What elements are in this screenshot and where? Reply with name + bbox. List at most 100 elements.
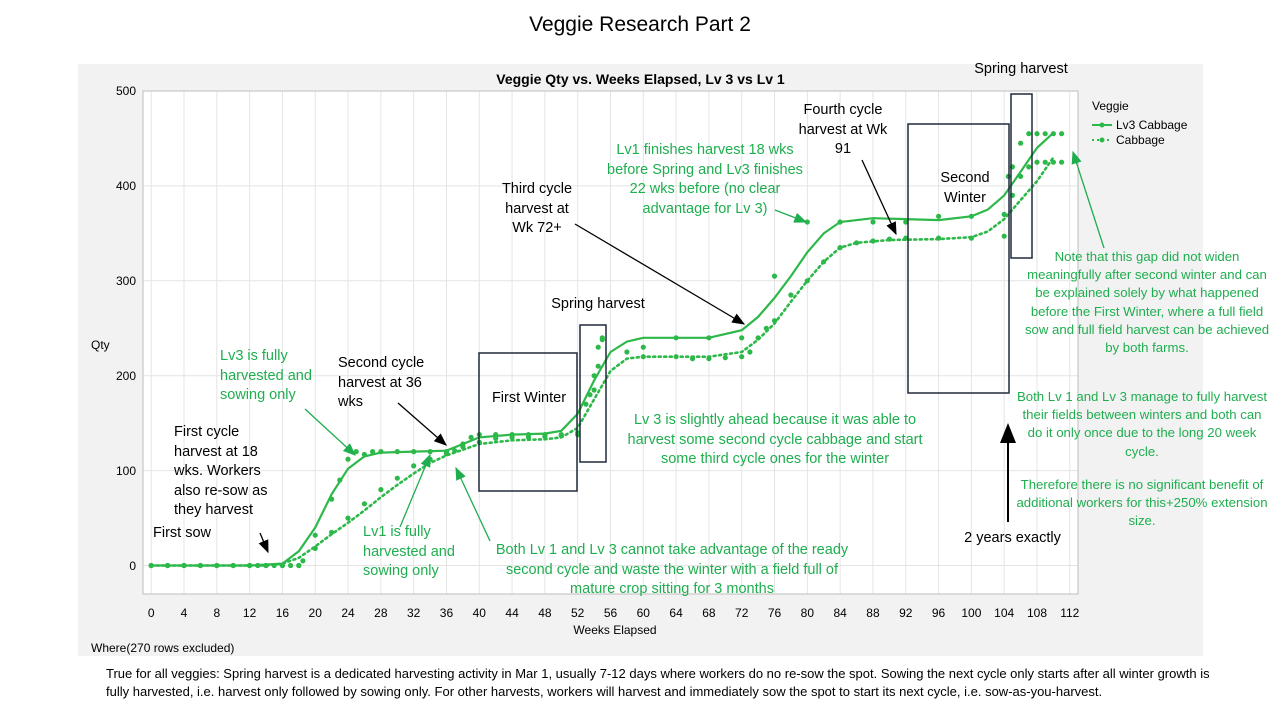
spring-harvest-box-2 bbox=[1010, 93, 1033, 259]
first-winter-box bbox=[478, 352, 578, 492]
data-point-cabbage bbox=[247, 562, 253, 569]
data-point-cabbage bbox=[214, 562, 220, 569]
x-tick-label: 56 bbox=[603, 606, 618, 620]
data-point-lv3-cabbage bbox=[595, 363, 601, 369]
data-point-cabbage bbox=[411, 463, 417, 469]
series-line-lv3-cabbage bbox=[151, 131, 1055, 567]
data-point-lv3-cabbage bbox=[468, 434, 474, 440]
annotation-both-cannot: Both Lv 1 and Lv 3 cannot take advantage… bbox=[495, 542, 849, 597]
data-point-cabbage bbox=[595, 344, 601, 350]
x-tick-label: 104 bbox=[994, 606, 1015, 620]
data-point-cabbage bbox=[1034, 159, 1040, 165]
legend-swatch-solid bbox=[1092, 122, 1112, 128]
data-point-cabbage bbox=[689, 356, 696, 362]
data-point-cabbage bbox=[1042, 159, 1048, 165]
annotation-third-cycle: Third cycle harvest at Wk 72+ bbox=[501, 181, 573, 236]
data-point-lv3-cabbage bbox=[587, 392, 593, 398]
legend-item-lv3-cabbage: Lv3 Cabbage bbox=[1092, 118, 1187, 132]
slide-title: Veggie Research Part 2 bbox=[529, 13, 751, 36]
data-point-cabbage bbox=[300, 558, 306, 564]
data-point-cabbage bbox=[443, 450, 450, 457]
legend-label: Cabbage bbox=[1116, 133, 1165, 147]
data-point-cabbage bbox=[460, 444, 466, 450]
data-point-cabbage bbox=[181, 562, 187, 569]
annotation-first-cycle: First cycle harvest at 18 wks. Workers a… bbox=[174, 424, 268, 518]
data-point-lv3-cabbage bbox=[370, 449, 376, 455]
arrow-fourth-cycle bbox=[861, 159, 897, 236]
x-axis-label: Weeks Elapsed bbox=[573, 623, 657, 637]
x-tick-label: 88 bbox=[866, 606, 880, 620]
data-point-cabbage bbox=[1018, 173, 1024, 179]
spring-harvest-box-1 bbox=[579, 324, 607, 463]
annotation-lv3-slightly: Lv 3 is slightly ahead because it was ab… bbox=[627, 412, 923, 467]
x-tick-label: 64 bbox=[669, 606, 683, 620]
data-point-cabbage bbox=[1050, 159, 1056, 165]
x-tick-label: 12 bbox=[242, 606, 257, 620]
data-point-cabbage bbox=[968, 235, 975, 241]
x-tick-label: 48 bbox=[538, 606, 552, 620]
data-point-cabbage bbox=[493, 435, 499, 441]
series bbox=[148, 131, 1065, 569]
x-tick-label: 52 bbox=[571, 606, 585, 620]
annotation-lv3-fully: Lv3 is fully harvested and sowing only bbox=[220, 348, 312, 403]
x-tick-label: 76 bbox=[767, 606, 782, 620]
annotation-gap-note: Note that this gap did not widen meaning… bbox=[1024, 249, 1270, 356]
data-point-lv3-cabbage bbox=[353, 449, 359, 455]
annotation-spring-harvest-2: Spring harvest bbox=[974, 61, 1068, 77]
annotation-first-sow: First sow bbox=[153, 525, 211, 541]
data-point-cabbage bbox=[509, 434, 515, 440]
second-winter-box bbox=[907, 123, 1010, 394]
data-point-lv3-cabbage bbox=[1059, 131, 1065, 137]
arrow-lv1-finishes bbox=[774, 209, 808, 223]
annotation-lv1-finishes: Lv1 finishes harvest 18 wks before Sprin… bbox=[607, 142, 803, 217]
data-point-cabbage bbox=[1026, 164, 1032, 170]
y-tick-label: 400 bbox=[115, 178, 136, 193]
annotation-first-winter: First Winter bbox=[491, 390, 567, 406]
x-tick-label: 32 bbox=[406, 606, 421, 620]
data-point-lv3-cabbage bbox=[936, 213, 942, 219]
x-tick-label: 28 bbox=[374, 606, 388, 620]
data-point-lv3-cabbage bbox=[1042, 131, 1048, 137]
data-point-cabbage bbox=[706, 356, 712, 362]
y-tick-label: 200 bbox=[115, 368, 136, 383]
data-point-cabbage bbox=[296, 562, 302, 569]
data-point-lv3-cabbage bbox=[378, 449, 384, 455]
data-point-cabbage bbox=[230, 562, 236, 569]
annotation-lv1-fully: Lv1 is fully harvested and sowing only bbox=[363, 524, 455, 579]
data-point-lv3-cabbage bbox=[361, 451, 367, 458]
arrow-third-cycle bbox=[574, 223, 746, 325]
data-point-lv3-cabbage bbox=[706, 335, 712, 341]
data-point-cabbage bbox=[263, 562, 269, 569]
x-tick-label: 8 bbox=[213, 606, 221, 620]
data-point-cabbage bbox=[821, 259, 827, 265]
data-point-cabbage bbox=[394, 475, 400, 481]
annotation-second-winter: Second Winter bbox=[940, 170, 990, 206]
y-tick-label: 100 bbox=[115, 463, 136, 478]
data-point-cabbage bbox=[640, 354, 646, 360]
data-point-lv3-cabbage bbox=[1034, 131, 1040, 137]
footnote: True for all veggies: Spring harvest is … bbox=[106, 666, 1210, 699]
data-point-lv3-cabbage bbox=[427, 449, 433, 455]
x-tick-label: 80 bbox=[800, 606, 814, 620]
x-tick-label: 96 bbox=[931, 606, 946, 620]
data-point-cabbage bbox=[763, 325, 769, 331]
data-point-cabbage bbox=[361, 501, 367, 507]
legend-title: Veggie bbox=[1092, 99, 1129, 113]
arrow-lv1-fully bbox=[399, 453, 431, 528]
data-point-cabbage bbox=[747, 349, 753, 355]
data-point-lv3-cabbage bbox=[411, 449, 417, 455]
data-point-lv3-cabbage bbox=[1018, 140, 1024, 146]
data-point-lv3-cabbage bbox=[837, 219, 843, 225]
data-point-lv3-cabbage bbox=[968, 213, 975, 219]
data-point-cabbage bbox=[165, 562, 171, 569]
data-point-cabbage bbox=[345, 515, 351, 521]
annotation-therefore: Therefore there is no significant benefi… bbox=[1016, 477, 1268, 529]
data-point-cabbage bbox=[148, 562, 154, 569]
data-point-cabbage bbox=[558, 432, 564, 439]
data-point-lv3-cabbage bbox=[673, 335, 679, 341]
data-point-lv3-cabbage bbox=[870, 219, 876, 225]
data-point-lv3-cabbage bbox=[640, 344, 646, 350]
x-tick-label: 68 bbox=[702, 606, 716, 620]
data-point-cabbage bbox=[870, 238, 876, 244]
